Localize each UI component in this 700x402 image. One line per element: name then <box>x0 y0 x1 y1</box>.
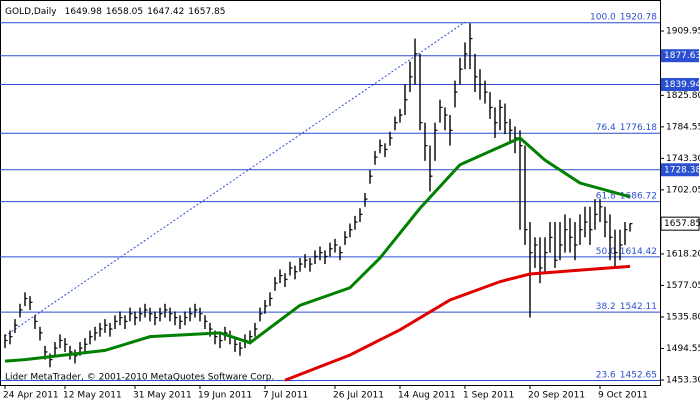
plot-frame <box>0 0 661 386</box>
fib-price: 1920.78 <box>620 12 657 22</box>
y-tick-label: 1702.05 <box>666 185 700 195</box>
y-tick-label: 1743.30 <box>666 154 700 164</box>
fib-price: 1686.72 <box>620 191 657 201</box>
price-box-label: 1728.38 <box>664 165 700 175</box>
header-value: 1658.05 <box>106 7 143 17</box>
levels: 100.0 1920.78 76.4 1776.18 61.8 1686.72 50.0 16… <box>0 12 660 381</box>
header-title: GOLD,Daily <box>5 7 57 17</box>
header-value: 1647.42 <box>147 7 184 17</box>
fib-label: 100.0 1920.78 <box>590 12 657 22</box>
price-box <box>661 163 699 177</box>
y-tick-label: 1494.55 <box>666 344 700 354</box>
x-tick-label: 24 Apr 2011 <box>3 391 59 401</box>
moving-averages <box>4 136 631 382</box>
y-tick-label: 1577.05 <box>666 281 700 291</box>
fib-level: 100.0 <box>590 12 616 22</box>
fib-label: 23.6 1452.65 <box>596 370 657 380</box>
x-tick-label: 19 Jun 2011 <box>198 391 252 401</box>
y-tick-label: 1825.80 <box>666 91 700 101</box>
x-tick-label: 9 Oct 2011 <box>598 391 648 401</box>
fib-price: 1452.65 <box>620 370 657 380</box>
fib-level: 61.8 <box>596 191 616 201</box>
price-box <box>661 78 699 92</box>
price-box <box>661 49 699 63</box>
fib-label: 38.2 1542.11 <box>596 302 657 312</box>
fib-label: 61.8 1686.72 <box>596 191 657 201</box>
bars <box>4 23 633 368</box>
fib-level: 50.0 <box>596 246 616 256</box>
x-tick-label: 26 Jul 2011 <box>333 391 384 401</box>
fib-price: 1542.11 <box>620 302 657 312</box>
fib-trend-line <box>4 21 466 337</box>
fib-level: 38.2 <box>596 302 616 312</box>
x-tick-label: 31 May 2011 <box>133 391 192 401</box>
x-tick-label: 1 Sep 2011 <box>463 391 514 401</box>
price-axis: 1909.95 1825.80 1784.55 1743.30 1702.05 1618.… <box>660 27 700 386</box>
x-tick-label: 20 Sep 2011 <box>528 391 585 401</box>
fib-label: 76.4 1776.18 <box>596 123 658 133</box>
fib-price: 1776.18 <box>620 123 657 133</box>
moving-average <box>4 136 631 363</box>
header-value: 1657.85 <box>188 7 225 17</box>
fib-level: 23.6 <box>596 370 616 380</box>
y-tick-label: 1784.55 <box>666 122 700 132</box>
price-box-label: 1839.94 <box>664 80 700 90</box>
last-price-box <box>660 216 700 231</box>
header: GOLD,Daily 1649.98 1658.05 1647.42 1657.85 <box>5 7 226 17</box>
fib-label: 50.0 1614.42 <box>596 246 657 256</box>
price-box-label: 1877.63 <box>664 51 700 61</box>
y-tick-label: 1618.20 <box>666 249 700 259</box>
footer: Lider MetaTrader, © 2001-2010 MetaQuotes… <box>5 373 274 383</box>
moving-average <box>284 264 631 382</box>
y-tick-label: 1535.80 <box>666 312 700 322</box>
last-price-label: 1657.85 <box>664 219 700 229</box>
x-tick-label: 12 May 2011 <box>63 391 122 401</box>
y-tick-label: 1453.30 <box>666 376 700 386</box>
fib-price: 1614.42 <box>620 246 657 256</box>
x-tick-label: 7 Jul 2011 <box>263 391 308 401</box>
header-value: 1649.98 <box>65 7 102 17</box>
fib-level: 76.4 <box>596 123 616 133</box>
y-tick-label: 1909.95 <box>666 27 700 37</box>
x-tick-label: 14 Aug 2011 <box>398 391 456 401</box>
